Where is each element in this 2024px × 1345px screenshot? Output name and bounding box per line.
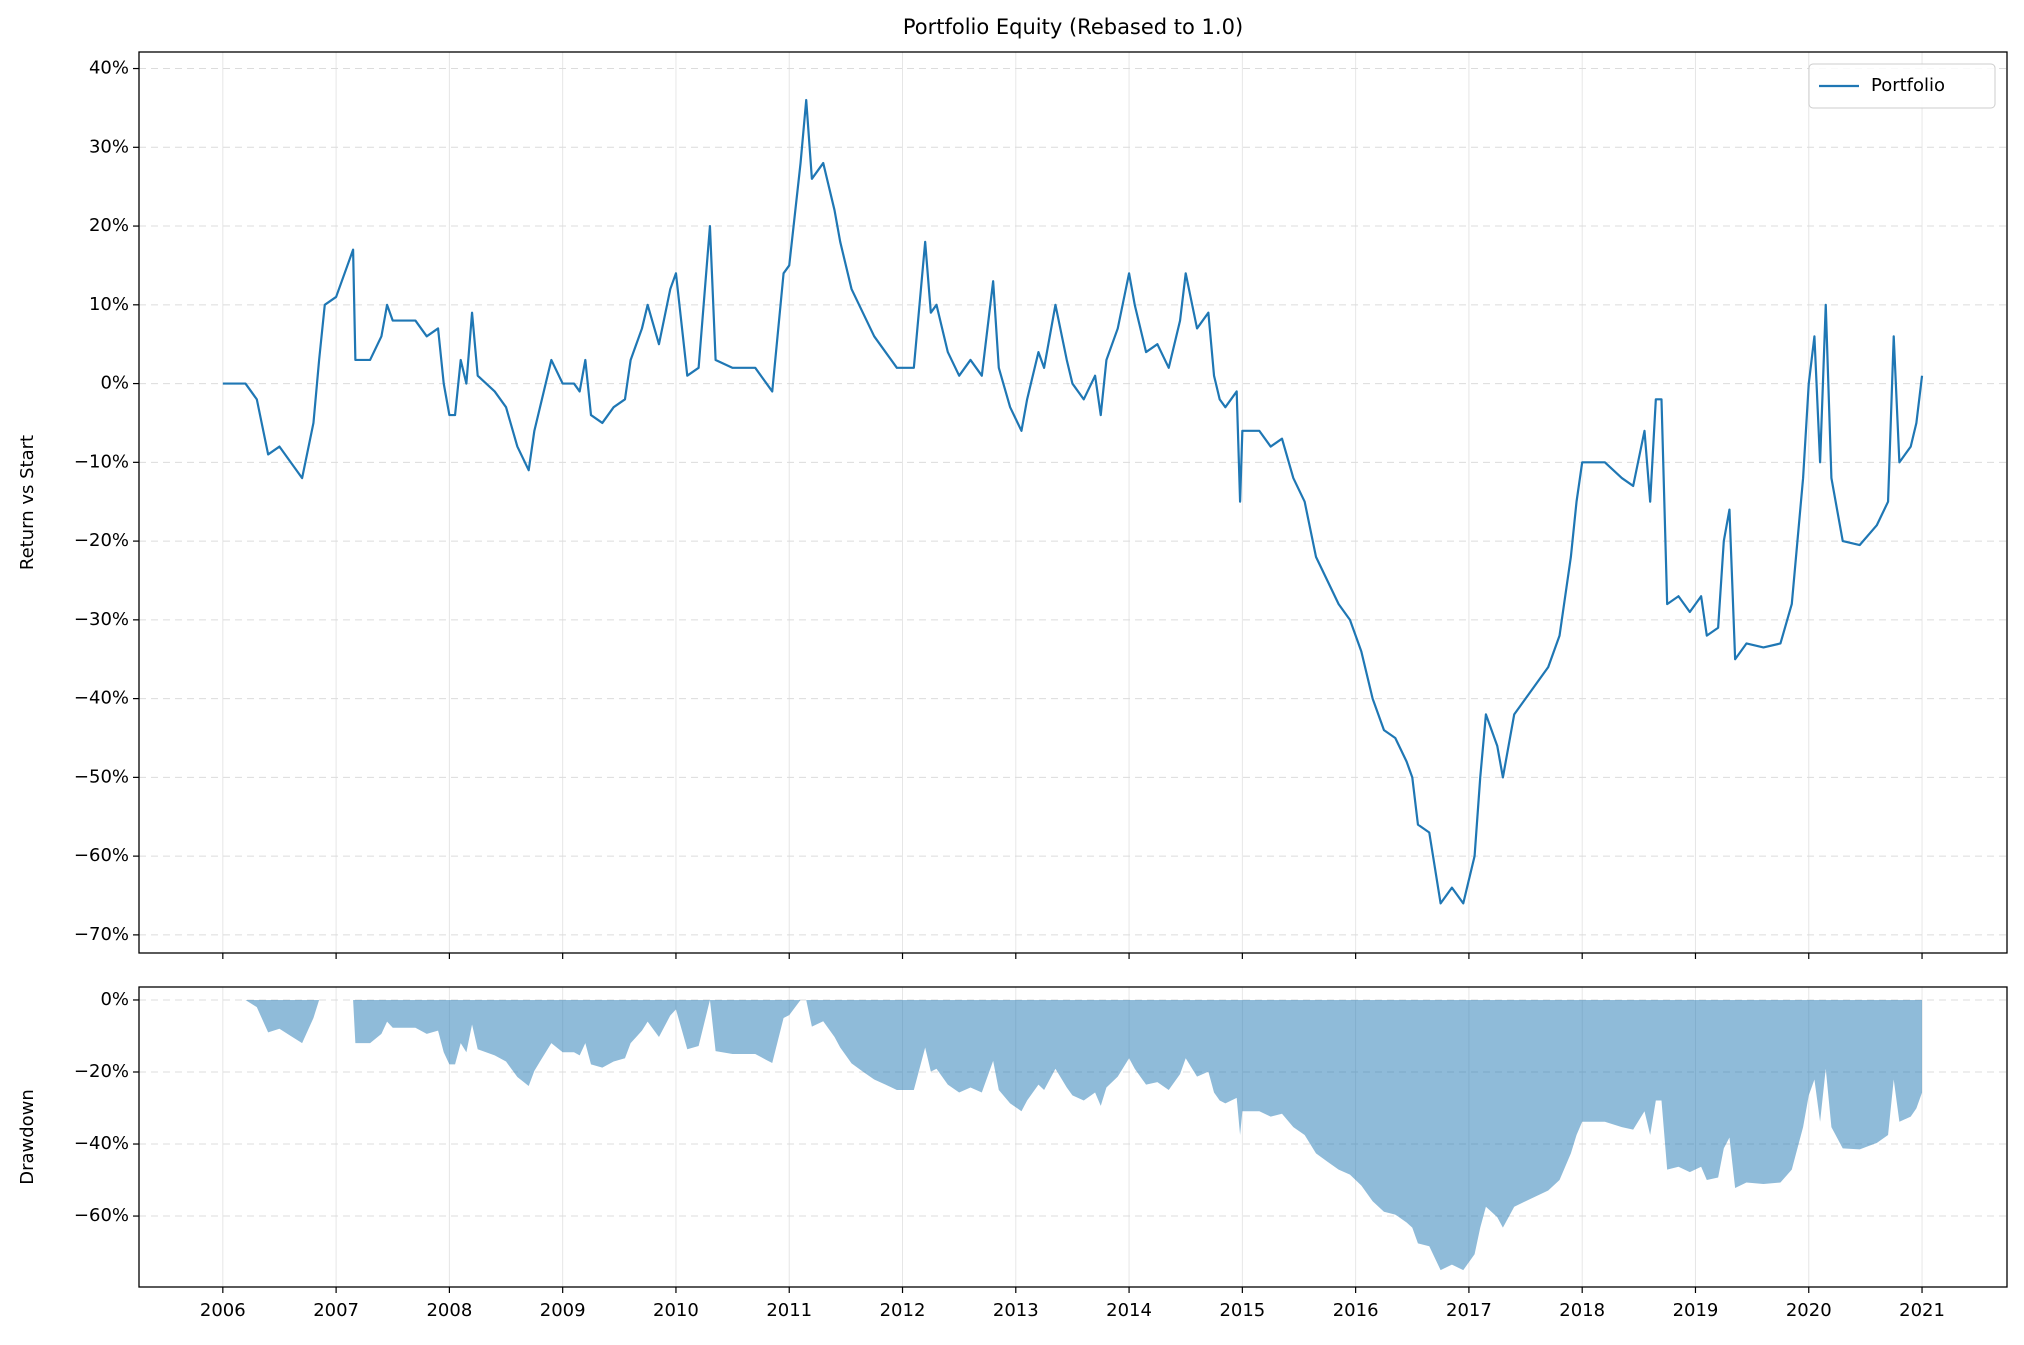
x-tick-label: 2021 [1899,1300,1945,1321]
x-tick-label: 2008 [426,1300,472,1321]
drawdown-area [222,999,1923,1271]
y-tick-label: 0% [100,373,129,394]
y-tick-label: 0% [100,989,129,1010]
x-tick-label: 2012 [880,1300,926,1321]
y-tick-label: 10% [89,294,129,315]
plot-area [222,98,1924,905]
x-tick-label: 2017 [1446,1300,1492,1321]
x-tick-label: 2018 [1559,1300,1605,1321]
plot-area [222,999,1923,1271]
x-tick-label: 2007 [313,1300,359,1321]
y-tick-label: −70% [74,924,129,945]
axes-frame [138,51,2008,954]
y-tick-label: −20% [74,530,129,551]
y-axis-label: Return vs Start [17,435,38,570]
x-tick-label: 2015 [1219,1300,1265,1321]
y-tick-label: 40% [89,58,129,79]
y-axis-label: Drawdown [17,1089,38,1185]
x-tick-label: 2009 [540,1300,586,1321]
series-line [222,98,1924,905]
x-tick-label: 2016 [1333,1300,1379,1321]
y-tick-label: −50% [74,766,129,787]
y-tick-label: −20% [74,1061,129,1082]
y-tick-label: −60% [74,845,129,866]
x-tick-label: 2006 [200,1300,246,1321]
x-tick-label: 2019 [1673,1300,1719,1321]
x-tick-label: 2014 [1106,1300,1152,1321]
x-tick-label: 2010 [653,1300,699,1321]
legend-box [1808,63,1996,109]
x-tick-label: 2011 [766,1300,812,1321]
y-tick-label: 30% [89,136,129,157]
y-tick-label: −40% [74,1133,129,1154]
y-tick-label: −10% [74,451,129,472]
legend-label: Portfolio [1871,75,1945,96]
y-tick-label: 20% [89,215,129,236]
x-tick-label: 2020 [1786,1300,1832,1321]
y-tick-label: −40% [74,688,129,709]
y-tick-label: −30% [74,609,129,630]
y-tick-label: −60% [74,1205,129,1226]
chart-title: Portfolio Equity (Rebased to 1.0) [903,15,1243,39]
axes-frame [138,986,2008,1288]
x-tick-label: 2013 [993,1300,1039,1321]
